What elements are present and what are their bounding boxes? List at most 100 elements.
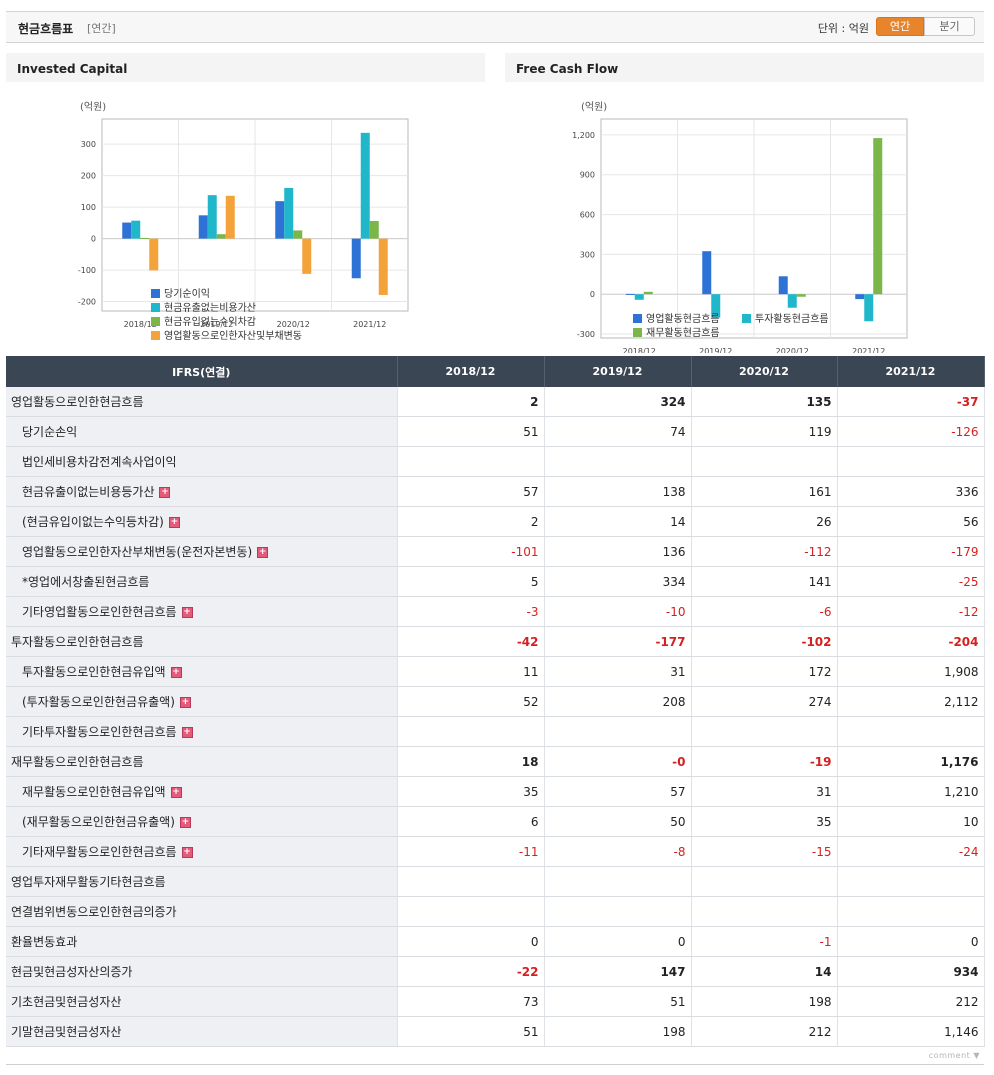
bar-투자활동현금흐름 <box>634 294 644 300</box>
value-cell: 14 <box>544 506 692 537</box>
table-row: 투자활동으로인한현금흐름 -42 -177 -102 -204 <box>6 626 985 657</box>
bar-현금유입없는수익차감 <box>293 230 303 239</box>
x-tick-label: 2020/12 <box>277 320 310 329</box>
row-label: 현금및현금성자산의증가 <box>11 965 133 979</box>
bar-영업활동현금흐름 <box>778 276 788 295</box>
value-cell: -6 <box>691 596 838 627</box>
annual-toggle-button[interactable]: 연간 <box>876 17 924 36</box>
comment-toggle[interactable]: comment ▼ <box>928 1051 980 1060</box>
row-label-cell: *영업에서창출된현금흐름 <box>6 566 398 597</box>
expand-icon[interactable]: + <box>179 817 191 828</box>
unit-label: (억원) <box>80 101 106 113</box>
expand-icon[interactable]: + <box>170 667 182 678</box>
bar-현금유출없는비용가산 <box>131 220 141 239</box>
legend-label: 현금유입없는수익차감 <box>164 315 256 328</box>
expand-icon[interactable]: + <box>181 607 193 618</box>
bar-당기순이익 <box>275 201 285 239</box>
value-cell: 51 <box>544 986 692 1017</box>
value-cell: 18 <box>397 746 545 777</box>
row-label-cell: 영업투자재무활동기타현금흐름 <box>6 866 398 897</box>
value-cell: 1,908 <box>837 656 985 687</box>
value-cell <box>544 716 692 747</box>
row-label-cell: 기초현금및현금성자산 <box>6 986 398 1017</box>
expand-icon[interactable]: + <box>257 547 269 558</box>
value-cell: -42 <box>397 626 545 657</box>
legend-label: 당기순이익 <box>164 288 210 300</box>
row-label: 연결범위변동으로인한현금의증가 <box>11 905 177 919</box>
bar-당기순이익 <box>198 215 208 239</box>
value-cell: -10 <box>544 596 692 627</box>
bar-당기순이익 <box>122 222 132 239</box>
value-cell: -102 <box>691 626 838 657</box>
value-cell: 172 <box>691 656 838 687</box>
table-row: 재무활동으로인한현금유입액 +35 57 31 1,210 <box>6 776 985 807</box>
y-tick-label: 300 <box>580 250 595 259</box>
quarter-toggle-button[interactable]: 분기 <box>924 17 975 36</box>
row-label: 현금유출이없는비용등가산 <box>22 485 155 499</box>
value-cell: 1,146 <box>837 1016 985 1047</box>
table-row: 영업투자재무활동기타현금흐름 <box>6 866 985 897</box>
value-cell: 136 <box>544 536 692 567</box>
value-cell <box>691 866 838 897</box>
expand-icon[interactable]: + <box>159 487 171 498</box>
value-cell: -126 <box>837 416 985 447</box>
row-label: *영업에서창출된현금흐름 <box>22 575 150 589</box>
table-row: 당기순손익 51 74 119 -126 <box>6 416 985 447</box>
value-cell: 51 <box>397 416 545 447</box>
expand-icon[interactable]: + <box>181 727 193 738</box>
table-row: *영업에서창출된현금흐름 5 334 141 -25 <box>6 566 985 597</box>
row-label: 영업활동으로인한현금흐름 <box>11 395 144 409</box>
value-cell: 198 <box>544 1016 692 1047</box>
value-cell: -8 <box>544 836 692 867</box>
legend-swatch <box>151 331 160 340</box>
y-tick-label: 200 <box>81 172 96 181</box>
x-tick-label: 2020/12 <box>776 347 809 353</box>
row-label: 기타투자활동으로인한현금흐름 <box>22 725 177 739</box>
expand-icon[interactable]: + <box>179 697 191 708</box>
row-label-cell: 기타영업활동으로인한현금흐름 + <box>6 596 398 627</box>
value-cell <box>544 866 692 897</box>
value-cell: 119 <box>691 416 838 447</box>
expand-icon[interactable]: + <box>170 787 182 798</box>
value-cell: 50 <box>544 806 692 837</box>
row-label-cell: (투자활동으로인한현금유출액) + <box>6 686 398 717</box>
value-cell: 52 <box>397 686 545 717</box>
value-cell <box>837 866 985 897</box>
value-cell: 2,112 <box>837 686 985 717</box>
value-cell: 51 <box>397 1016 545 1047</box>
row-label-cell: 투자활동으로인한현금흐름 <box>6 626 398 657</box>
legend-swatch <box>633 328 642 337</box>
value-cell: -0 <box>544 746 692 777</box>
value-cell: -24 <box>837 836 985 867</box>
y-tick-label: 0 <box>590 290 595 299</box>
value-cell: -11 <box>397 836 545 867</box>
legend-label: 투자활동현금흐름 <box>755 312 829 325</box>
value-cell: -19 <box>691 746 838 777</box>
row-label-cell: 현금및현금성자산의증가 <box>6 956 398 987</box>
expand-icon[interactable]: + <box>168 517 180 528</box>
column-header: 2021/12 <box>837 356 985 387</box>
chart-title: Invested Capital <box>6 53 485 82</box>
table-row: 투자활동으로인한현금유입액 +11 31 172 1,908 <box>6 656 985 687</box>
row-label-cell: 영업활동으로인한현금흐름 <box>6 387 398 417</box>
expand-icon[interactable]: + <box>181 847 193 858</box>
value-cell: 5 <box>397 566 545 597</box>
table-row: (투자활동으로인한현금유출액) +52 208 274 2,112 <box>6 686 985 717</box>
table-row: 법인세비용차감전계속사업이익 <box>6 446 985 477</box>
value-cell: 57 <box>544 776 692 807</box>
row-label-cell: 투자활동으로인한현금유입액 + <box>6 656 398 687</box>
value-cell <box>837 716 985 747</box>
table-row: (현금유입이없는수익등차감) +2 14 26 56 <box>6 506 985 537</box>
value-cell <box>837 446 985 477</box>
table-row: 영업활동으로인한현금흐름 2 324 135 -37 <box>6 387 985 417</box>
value-cell: -22 <box>397 956 545 987</box>
row-label: 투자활동으로인한현금흐름 <box>11 635 144 649</box>
y-tick-label: -100 <box>78 266 96 275</box>
comment-label[interactable]: comment <box>928 1051 971 1060</box>
table-row: 환율변동효과 0 0 -1 0 <box>6 926 985 957</box>
value-cell: -112 <box>691 536 838 567</box>
section-title: 현금흐름표 <box>18 22 74 36</box>
value-cell <box>397 896 545 927</box>
unit-label: 단위 : 억원 <box>817 22 869 35</box>
value-cell: -37 <box>837 387 985 417</box>
